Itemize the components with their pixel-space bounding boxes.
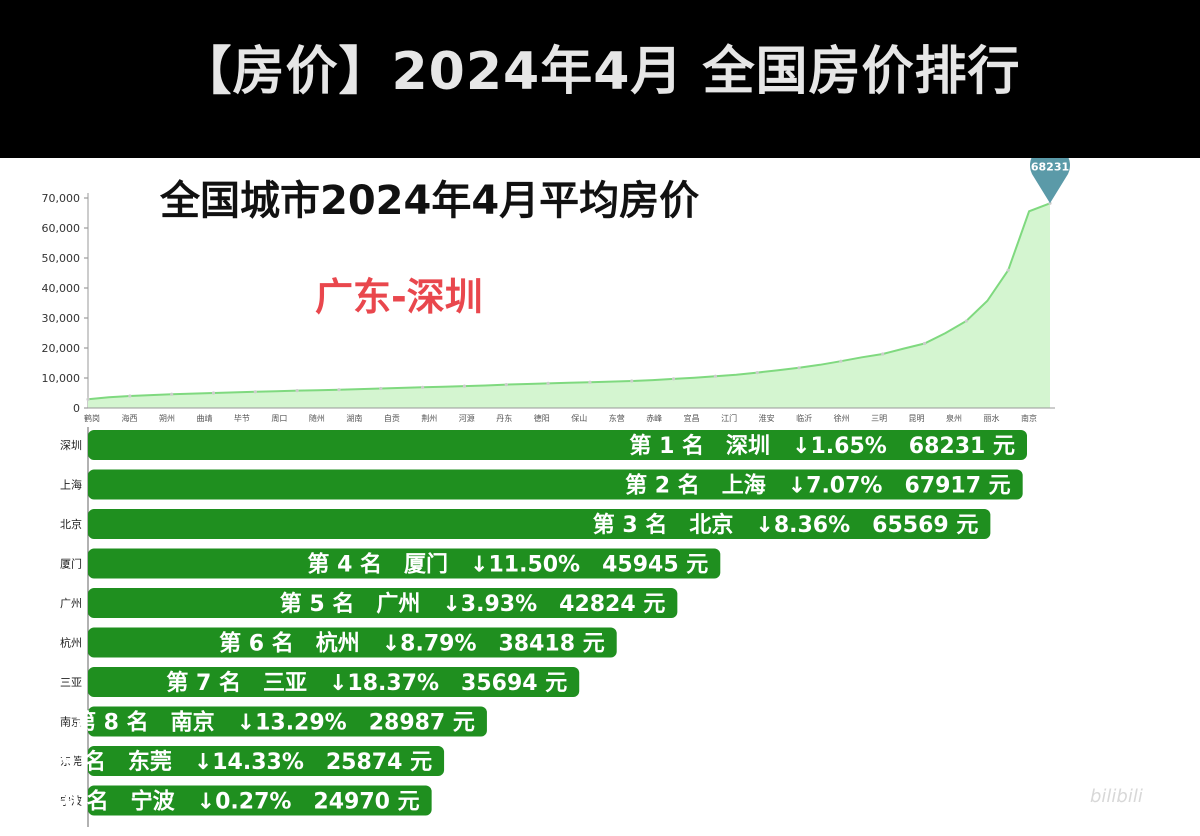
x-tick-label: 河源 bbox=[459, 413, 475, 423]
y-tick-label: 30,000 bbox=[42, 312, 81, 325]
rank-bar-label: 第 10 名 宁波 ↓0.27% 24970 元 bbox=[19, 789, 420, 815]
x-tick-label: 自贡 bbox=[384, 413, 400, 423]
price-point bbox=[755, 371, 759, 375]
x-tick-label: 泉州 bbox=[946, 413, 962, 423]
price-point bbox=[295, 389, 299, 393]
x-tick-label: 周口 bbox=[271, 414, 287, 423]
price-line bbox=[87, 202, 1051, 401]
x-tick-label: 临沂 bbox=[796, 413, 812, 423]
rank-city-label: 上海 bbox=[60, 478, 82, 492]
x-tick-label: 丽水 bbox=[984, 413, 1000, 423]
rank-bar bbox=[88, 706, 487, 737]
y-tick-label: 70,000 bbox=[42, 192, 81, 205]
price-point bbox=[630, 379, 634, 383]
price-point bbox=[253, 390, 257, 394]
rank-bar bbox=[88, 509, 991, 539]
rank-bar bbox=[88, 667, 580, 697]
x-tick-label: 淮安 bbox=[759, 413, 775, 423]
rank-bar-label: 第 6 名 杭州 ↓8.79% 38418 元 bbox=[219, 631, 605, 657]
y-tick-label: 40,000 bbox=[42, 282, 81, 295]
price-point bbox=[86, 397, 90, 401]
price-point bbox=[797, 366, 801, 370]
price-point bbox=[337, 388, 341, 392]
peak-value-label: 68231 bbox=[1031, 160, 1069, 173]
rank-bar-label: 第 2 名 上海 ↓7.07% 67917 元 bbox=[625, 473, 1011, 499]
rank-city-label: 厦门 bbox=[60, 557, 82, 571]
x-tick-label: 三明 bbox=[871, 414, 887, 423]
x-tick-label: 南京 bbox=[1021, 413, 1037, 423]
rank-bar bbox=[88, 430, 1027, 460]
price-area bbox=[88, 203, 1050, 408]
rank-city-label: 广州 bbox=[60, 597, 82, 610]
y-tick-label: 60,000 bbox=[42, 222, 81, 235]
x-tick-label: 朔州 bbox=[159, 413, 175, 423]
price-point bbox=[881, 352, 885, 356]
rank-bar-label: 第 5 名 广州 ↓3.93% 42824 元 bbox=[280, 591, 666, 617]
rank-city-label: 东莞 bbox=[60, 755, 82, 768]
price-point bbox=[211, 391, 216, 395]
x-tick-label: 曲靖 bbox=[196, 413, 212, 423]
rank-bar bbox=[88, 588, 678, 618]
x-tick-label: 保山 bbox=[571, 413, 587, 423]
price-point bbox=[128, 394, 132, 398]
x-tick-label: 德阳 bbox=[534, 413, 550, 423]
highlight-city-label: 广东-深圳 bbox=[315, 275, 483, 319]
price-point bbox=[379, 386, 383, 391]
chart-panel: 0 10,000 20,000 30,000 40,000 50,000 60,000 70,… bbox=[0, 158, 1200, 836]
price-point bbox=[170, 392, 174, 396]
rank-city-label: 三亚 bbox=[60, 676, 82, 689]
rank-bar-label: 第 4 名 厦门 ↓11.50% 45945 元 bbox=[307, 552, 708, 578]
price-point bbox=[421, 385, 425, 389]
rank-city-label: 南京 bbox=[60, 715, 82, 729]
price-point bbox=[964, 319, 968, 323]
x-tick-label: 海西 bbox=[121, 413, 137, 423]
y-tick-label: 20,000 bbox=[42, 342, 81, 355]
price-point bbox=[1006, 268, 1010, 272]
y-tick-label: 0 bbox=[73, 402, 80, 415]
rank-bar bbox=[88, 746, 445, 776]
peak-marker bbox=[1030, 158, 1070, 204]
x-tick-label: 东营 bbox=[609, 413, 625, 423]
x-tick-label: 徐州 bbox=[834, 413, 850, 423]
rank-bar bbox=[88, 548, 721, 579]
price-point bbox=[713, 374, 717, 378]
x-tick-label: 荆州 bbox=[421, 413, 437, 423]
x-tick-label: 毕节 bbox=[234, 413, 250, 423]
rank-city-label: 杭州 bbox=[60, 636, 82, 650]
chart-canvas: 0 10,000 20,000 30,000 40,000 50,000 60,000 70,… bbox=[19, 158, 1070, 827]
x-tick-label: 丹东 bbox=[496, 413, 512, 423]
watermark: bilibili bbox=[1090, 786, 1143, 807]
rank-city-label: 深圳 bbox=[60, 439, 82, 452]
rank-bar-label: 第 1 名 深圳 ↓1.65% 68231 元 bbox=[629, 433, 1015, 459]
rank-bar-label: 第 8 名 南京 ↓13.29% 28987 元 bbox=[74, 710, 475, 736]
x-tick-label: 昆明 bbox=[909, 414, 925, 423]
x-tick-label: 鹤岗 bbox=[84, 413, 100, 423]
price-point bbox=[1048, 201, 1052, 205]
rank-city-label: 北京 bbox=[60, 517, 82, 531]
price-point bbox=[504, 383, 508, 387]
price-point bbox=[462, 384, 467, 388]
price-point bbox=[671, 377, 676, 381]
price-point bbox=[546, 381, 550, 385]
rank-bar-label: 第 3 名 北京 ↓8.36% 65569 元 bbox=[593, 512, 979, 538]
rank-city-label: 宁波 bbox=[60, 794, 82, 808]
x-tick-label: 湖南 bbox=[346, 413, 362, 423]
x-tick-label: 随州 bbox=[309, 413, 325, 423]
rank-bar bbox=[88, 627, 617, 658]
x-tick-label: 江门 bbox=[721, 413, 737, 423]
price-point bbox=[839, 359, 843, 363]
y-tick-label: 10,000 bbox=[42, 372, 81, 385]
chart-title: 全国城市2024年4月平均房价 bbox=[160, 178, 700, 224]
rank-bar-label: 第 9 名 东莞 ↓14.33% 25874 元 bbox=[31, 749, 432, 775]
price-point bbox=[922, 341, 927, 346]
rank-bar-label: 第 7 名 三亚 ↓18.37% 35694 元 bbox=[166, 670, 567, 696]
price-point bbox=[588, 380, 592, 384]
rank-bar bbox=[88, 785, 432, 816]
y-tick-label: 50,000 bbox=[42, 252, 81, 265]
banner-title: 【房价】2024年4月 全国房价排行 bbox=[179, 41, 1021, 102]
rank-bar bbox=[88, 469, 1023, 500]
x-tick-label: 宜昌 bbox=[684, 413, 700, 423]
x-tick-label: 赤峰 bbox=[646, 413, 662, 423]
